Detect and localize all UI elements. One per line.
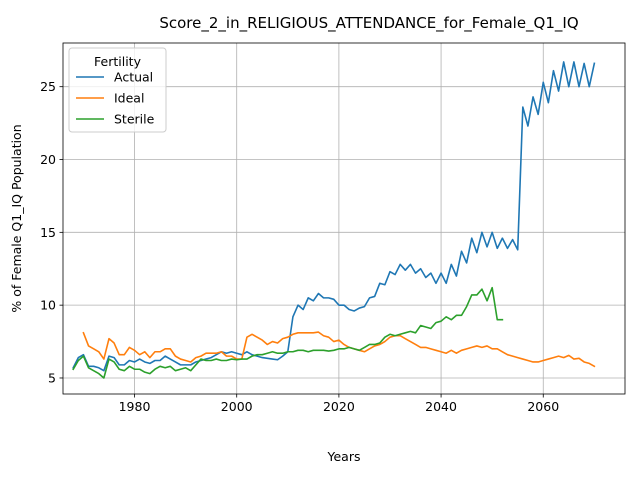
y-tick-label: 15	[40, 225, 56, 240]
series-line-actual	[72, 61, 596, 372]
ticks: 1980 2000 2020 2040 2060 5 10 15 20 25	[40, 79, 559, 414]
legend-entries: Actual Ideal Sterile	[76, 70, 155, 127]
legend-label-sterile: Sterile	[114, 112, 155, 127]
x-tick-label: 2040	[425, 399, 457, 414]
x-tick-label: 2060	[527, 399, 559, 414]
legend: Fertility Actual Ideal Sterile	[68, 47, 167, 133]
y-axis-label: % of Female Q1_IQ Population	[9, 124, 24, 312]
chart-title: Score_2_in_RELIGIOUS_ATTENDANCE_for_Fema…	[159, 14, 578, 33]
series-line-sterile	[72, 286, 504, 379]
legend-label-ideal: Ideal	[114, 91, 144, 106]
legend-title: Fertility	[94, 54, 142, 69]
y-tick-label: 20	[40, 152, 56, 167]
legend-box	[68, 47, 167, 133]
y-tick-label: 5	[48, 370, 56, 385]
x-tick-label: 1980	[119, 399, 151, 414]
series-line-ideal	[82, 331, 596, 368]
y-tick-label: 10	[40, 298, 56, 313]
x-tick-label: 2020	[323, 399, 355, 414]
x-axis-label: Years	[327, 449, 361, 464]
plot-frame	[62, 42, 626, 395]
series-layer	[72, 61, 596, 379]
legend-label-actual: Actual	[114, 70, 153, 85]
grid	[63, 43, 625, 394]
x-tick-label: 2000	[221, 399, 253, 414]
y-tick-label: 25	[40, 79, 56, 94]
